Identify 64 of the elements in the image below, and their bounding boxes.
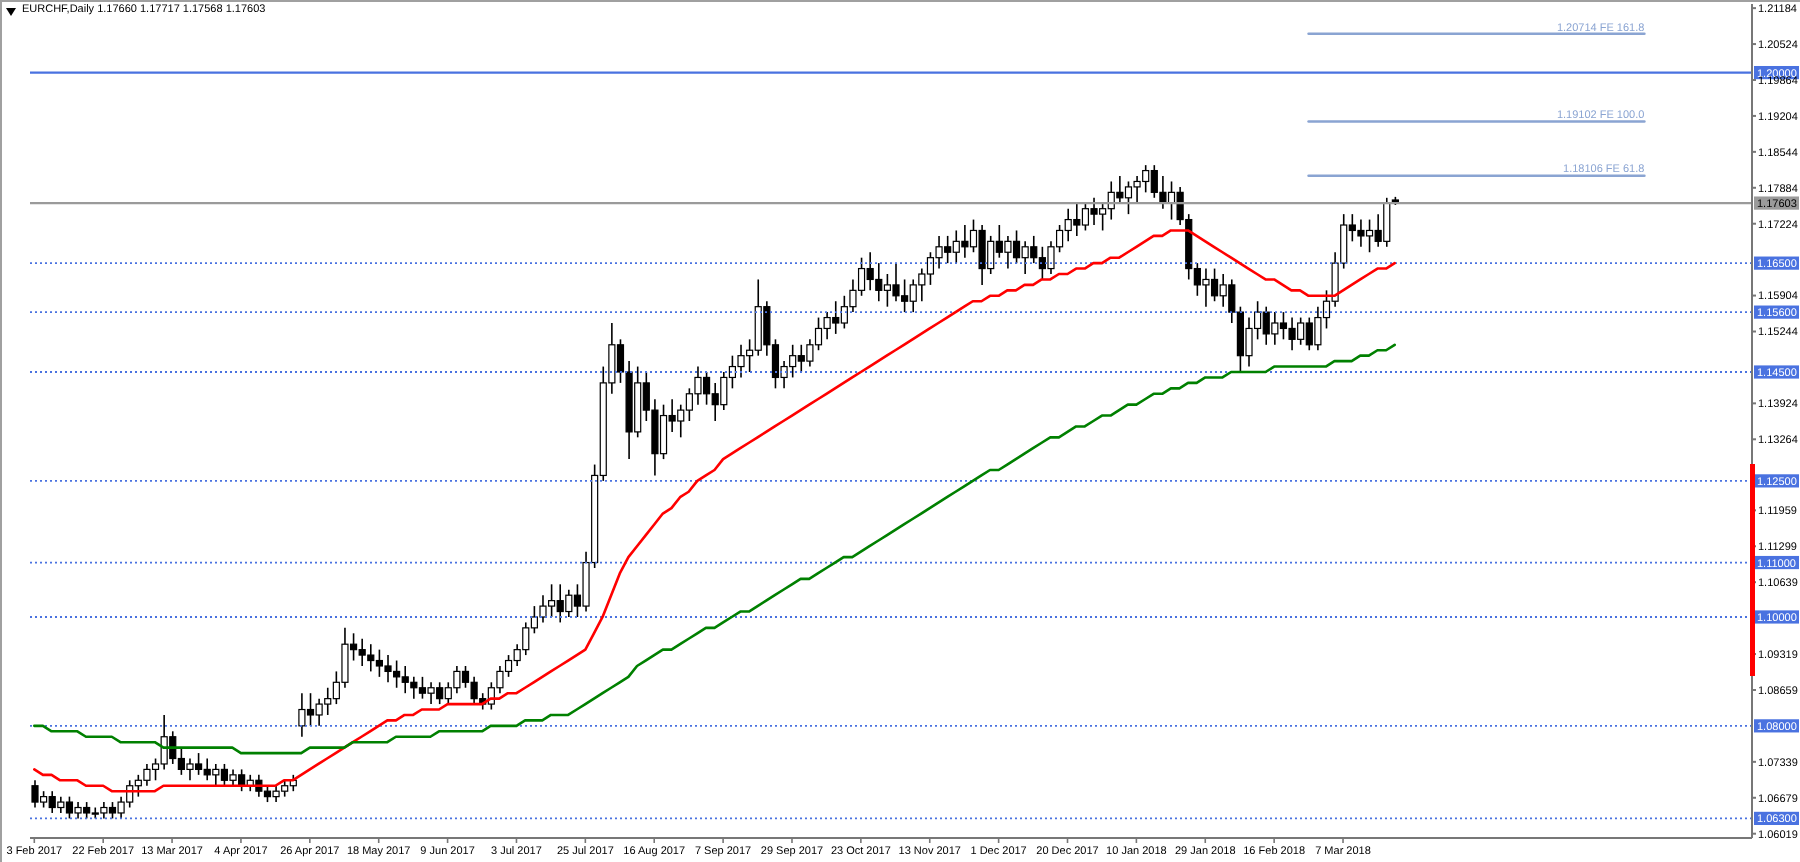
- candlestick: [1124, 180, 1133, 215]
- candlestick: [1012, 229, 1021, 264]
- candlestick: [384, 654, 392, 684]
- candlestick: [1357, 218, 1365, 248]
- candlestick: [1073, 202, 1081, 237]
- candlestick: [1081, 202, 1090, 232]
- candlestick: [866, 251, 874, 292]
- candlestick: [1314, 305, 1322, 352]
- candlestick: [418, 676, 427, 700]
- candlestick: [978, 224, 986, 286]
- candlestick: [909, 278, 917, 313]
- candlestick: [522, 621, 530, 656]
- candlestick: [470, 676, 478, 705]
- candlestick: [565, 588, 573, 618]
- candlestick: [453, 665, 461, 694]
- candlestick: [367, 643, 375, 673]
- candlestick: [358, 637, 366, 667]
- candlestick: [875, 262, 883, 303]
- candlestick: [702, 371, 711, 406]
- candlestick: [1210, 267, 1219, 303]
- candlestick: [203, 757, 211, 782]
- candlestick: [694, 365, 702, 406]
- candlestick: [401, 665, 409, 694]
- candlestick: [1030, 235, 1038, 264]
- candlestick: [31, 779, 39, 809]
- candlestick: [1219, 273, 1227, 308]
- candlestick: [298, 692, 306, 738]
- candlestick: [1116, 175, 1124, 205]
- candlestick: [1021, 240, 1029, 275]
- candlestick: [1288, 316, 1296, 352]
- candlestick: [194, 752, 203, 776]
- candlestick: [143, 763, 151, 787]
- candlestick: [1004, 235, 1012, 270]
- candlestick: [1383, 197, 1391, 248]
- candlestick: [926, 251, 935, 286]
- candlestick: [1262, 305, 1270, 346]
- candlestick: [556, 583, 564, 624]
- candlestick: [410, 676, 418, 700]
- candlestick: [427, 681, 435, 705]
- candlestick: [212, 763, 220, 787]
- candlestick: [1090, 197, 1098, 226]
- candlestick: [48, 790, 56, 814]
- candlestick: [892, 262, 900, 303]
- candlestick: [1365, 218, 1374, 254]
- candlestick: [1202, 267, 1210, 308]
- candlestick: [306, 692, 315, 727]
- candlestick: [720, 371, 728, 411]
- candlestick: [659, 403, 668, 460]
- candlestick: [1133, 175, 1141, 205]
- candlestick: [961, 224, 969, 259]
- candlestick: [539, 594, 547, 624]
- candlestick: [737, 343, 745, 379]
- candlestick: [1245, 316, 1253, 368]
- candlestick: [220, 763, 229, 787]
- candlestick: [1064, 207, 1072, 243]
- candlestick: [186, 757, 194, 782]
- candlestick: [315, 697, 323, 727]
- candlestick: [711, 382, 719, 422]
- candlestick: [65, 795, 74, 820]
- candlestick: [1279, 311, 1288, 341]
- candlestick: [823, 311, 831, 341]
- candlestick: [935, 235, 943, 270]
- candlestick: [1159, 175, 1167, 210]
- candlestick: [1271, 311, 1279, 346]
